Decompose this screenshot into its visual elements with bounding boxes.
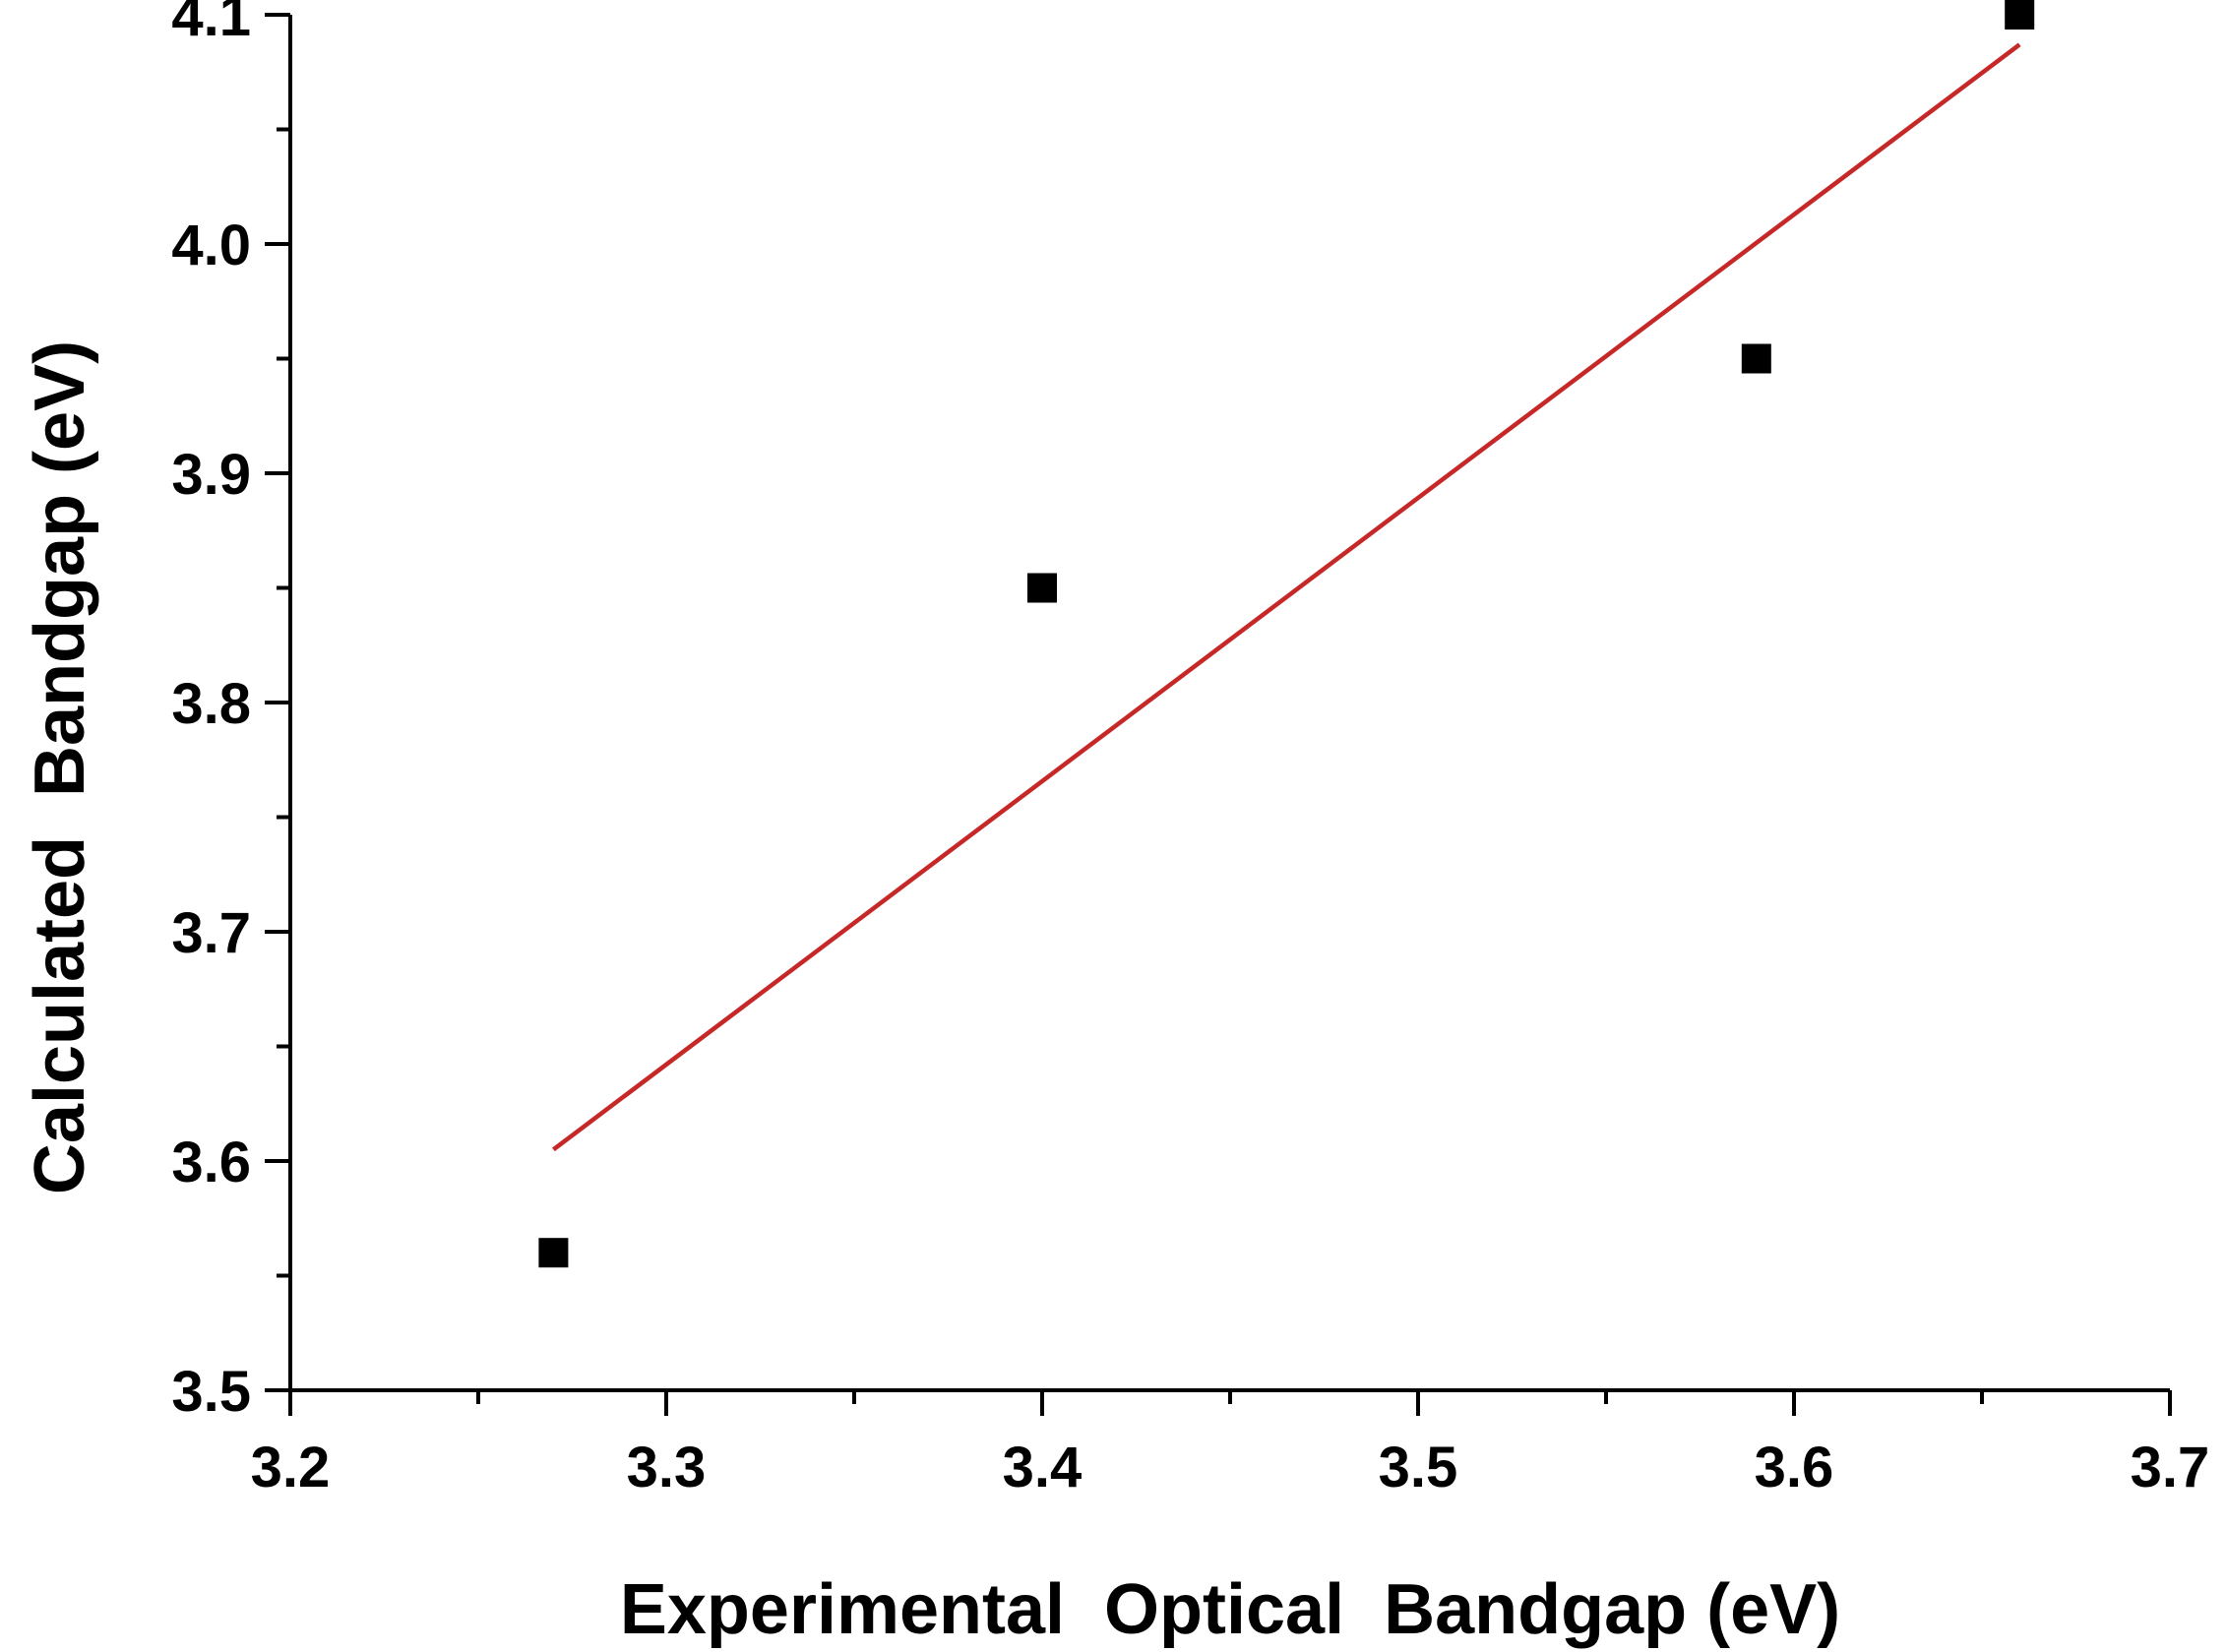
data-point-marker	[2005, 0, 2035, 30]
y-tick-label: 3.5	[171, 1360, 251, 1424]
data-point-marker	[1741, 343, 1771, 374]
x-tick-label: 3.5	[1379, 1436, 1458, 1499]
y-tick-label: 4.1	[171, 0, 251, 48]
y-tick-label: 3.8	[171, 672, 251, 736]
fit-line-group	[552, 42, 2021, 1152]
data-point-marker	[1027, 573, 1057, 603]
y-tick-label: 3.7	[171, 901, 251, 965]
y-tick-label: 3.9	[171, 443, 251, 507]
x-axis-title: Experimental Optical Bandgap (eV)	[620, 1570, 1840, 1649]
x-tick-label: 3.7	[2131, 1436, 2210, 1499]
linear-fit-line	[552, 42, 2021, 1152]
x-tick-label: 3.4	[1003, 1436, 1083, 1499]
y-tick-label: 4.0	[171, 214, 251, 277]
x-tick-label: 3.2	[251, 1436, 331, 1499]
ticks	[265, 13, 2172, 1416]
tick-labels: 3.2 3.3 3.4 3.5 3.6 3.7 3.5 3.6 3.7 3.8 3.9 4.0 4.1	[171, 0, 2209, 1499]
axes	[288, 15, 2170, 1392]
x-tick-label: 3.6	[1755, 1436, 1834, 1499]
data-point-marker	[538, 1238, 569, 1268]
data-points	[538, 0, 2035, 1268]
y-tick-label: 3.6	[171, 1131, 251, 1194]
y-axis-title: Calculated Bandgap (eV)	[21, 340, 99, 1194]
x-tick-label: 3.3	[627, 1436, 707, 1499]
